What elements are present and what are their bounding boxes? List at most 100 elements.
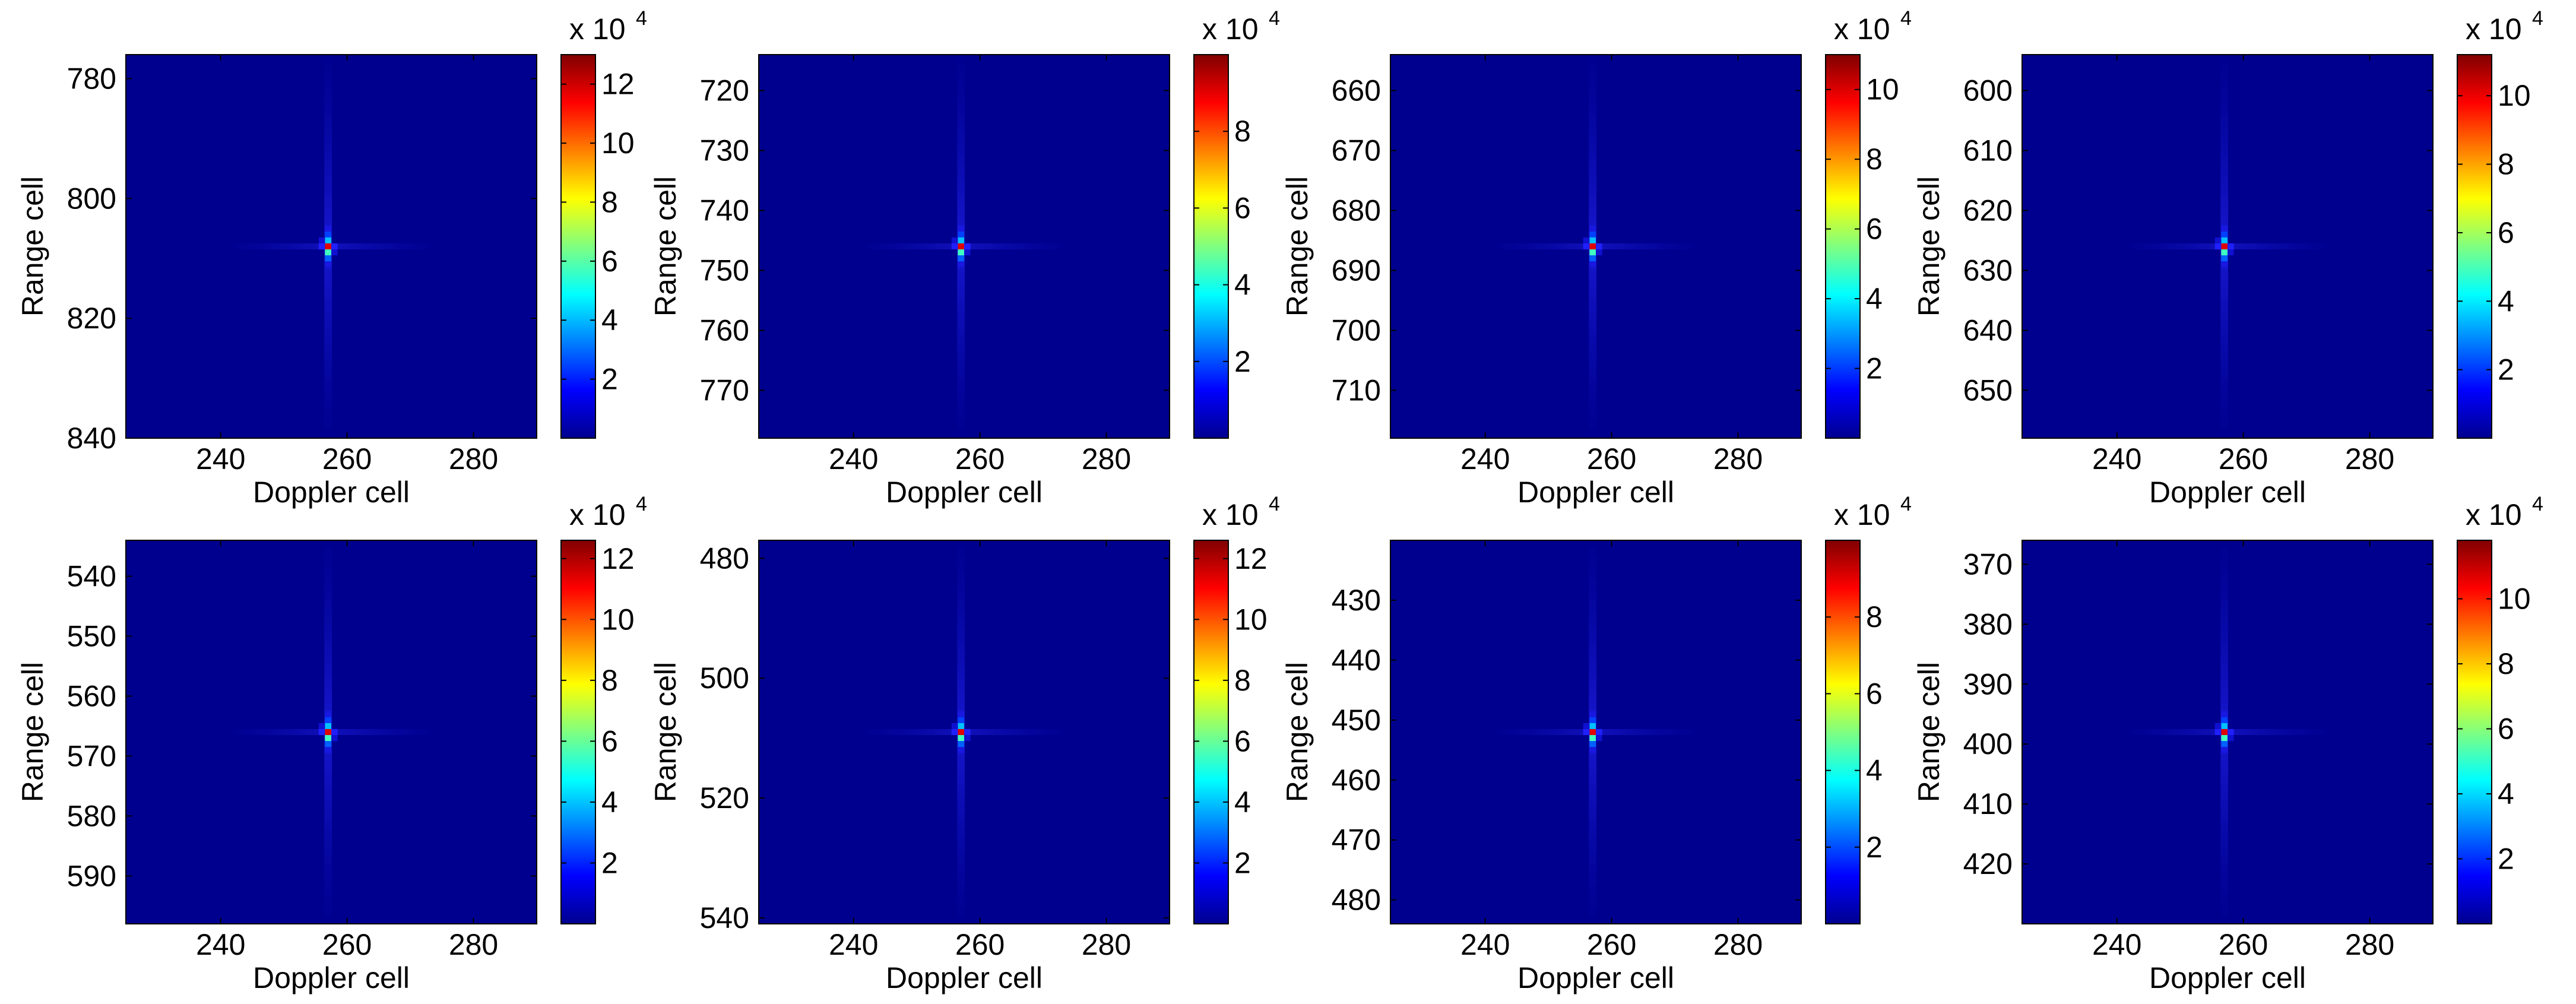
x-tick-label: 240 bbox=[829, 928, 878, 961]
peak-cell bbox=[1589, 747, 1596, 753]
peak-cell bbox=[1589, 741, 1596, 748]
plot-frame bbox=[758, 54, 1170, 439]
peak-cell bbox=[2214, 729, 2222, 736]
y-tick-label: 600 bbox=[1963, 74, 2013, 107]
colorbar-tick-label: 4 bbox=[1866, 282, 1883, 315]
peak-cell bbox=[325, 231, 331, 237]
peak-cell bbox=[325, 225, 331, 232]
x-axis-label: Doppler cell bbox=[1517, 961, 1674, 995]
x-tick-label: 280 bbox=[449, 442, 498, 476]
colorbar-tick-label: 6 bbox=[2498, 216, 2514, 249]
peak-cell bbox=[2221, 243, 2228, 250]
colorbar-tick-label: 10 bbox=[2498, 582, 2531, 616]
peak-cell bbox=[958, 729, 964, 736]
peak-cell bbox=[325, 723, 331, 729]
y-tick-label: 670 bbox=[1332, 134, 1381, 167]
x-tick-label: 240 bbox=[2092, 442, 2141, 476]
colorbar: 2 4 6 8 x 10 4 bbox=[1193, 7, 1280, 439]
heatmap-panel-1: 240 260 280 780 800 820 840 Doppler cell Range c… bbox=[16, 7, 647, 509]
peak-cell bbox=[1589, 261, 1596, 268]
colorbar-tick-label: 6 bbox=[601, 245, 618, 278]
heatmap-panel-2: 240 260 280 720 730 740 750 760 770 Doppler cell R… bbox=[649, 7, 1280, 509]
colorbar-tick-label: 6 bbox=[1234, 724, 1251, 758]
colorbar-gradient bbox=[1826, 540, 1860, 924]
peak-cell bbox=[2221, 225, 2228, 232]
heatmap-panel-7: 240 260 280 430 440 450 460 470 480 Doppler cell R… bbox=[1281, 493, 1912, 995]
plot-frame bbox=[2021, 54, 2434, 439]
colorbar-tick-label: 6 bbox=[1234, 191, 1251, 224]
colorbar-tick-label: 4 bbox=[601, 303, 618, 337]
y-tick-label: 650 bbox=[1963, 373, 2013, 407]
colorbar-tick-label: 8 bbox=[2498, 148, 2514, 181]
heatmap-panel-6: 240 260 280 480 500 520 540 Doppler cell Range c… bbox=[649, 493, 1280, 995]
peak-cell bbox=[2221, 747, 2228, 753]
colorbar: 2 4 6 8 x 10 4 bbox=[1825, 493, 1912, 924]
colorbar-frame bbox=[1825, 540, 1861, 924]
y-axis-label: Range cell bbox=[649, 662, 682, 802]
y-tick-label: 480 bbox=[1332, 883, 1381, 917]
colorbar-frame bbox=[560, 540, 596, 924]
peak-cell bbox=[1589, 231, 1596, 237]
y-tick-label: 640 bbox=[1963, 313, 2013, 347]
peak-cell bbox=[2221, 261, 2228, 268]
y-tick-label: 440 bbox=[1332, 644, 1381, 677]
colorbar-tick-label: 2 bbox=[1866, 352, 1883, 385]
peak-cell bbox=[318, 237, 325, 243]
peak-cell bbox=[325, 237, 331, 243]
colorbar-tick-label: 4 bbox=[1234, 786, 1251, 819]
peak-cell bbox=[2221, 711, 2228, 717]
y-tick-label: 630 bbox=[1963, 254, 2013, 287]
colorbar-gradient bbox=[2457, 55, 2492, 438]
peak-cell bbox=[964, 249, 971, 256]
peak-cell bbox=[2228, 735, 2234, 742]
colorbar-gradient bbox=[2457, 540, 2492, 924]
peak-cell bbox=[2221, 249, 2228, 256]
y-tick-label: 400 bbox=[1963, 727, 2013, 761]
colorbar-exponent: 4 bbox=[1900, 493, 1912, 515]
peak-cell bbox=[964, 729, 971, 736]
y-tick-label: 570 bbox=[67, 739, 116, 772]
colorbar-tick-label: 2 bbox=[1234, 846, 1251, 879]
colorbar-tick-label: 4 bbox=[2498, 284, 2514, 318]
x-tick-label: 280 bbox=[1082, 442, 1131, 476]
y-tick-label: 390 bbox=[1963, 667, 2013, 701]
colorbar-exponent: 4 bbox=[2532, 493, 2543, 515]
peak-cell bbox=[1596, 735, 1602, 742]
colorbar-exponent-label: x 10 bbox=[2466, 498, 2522, 531]
peak-cell bbox=[1589, 717, 1596, 723]
peak-cell bbox=[1583, 243, 1590, 250]
peak-cell bbox=[1589, 723, 1596, 729]
y-tick-label: 770 bbox=[700, 373, 749, 407]
y-tick-label: 680 bbox=[1332, 194, 1381, 227]
peak-cell bbox=[2228, 729, 2234, 736]
x-tick-label: 240 bbox=[2092, 928, 2141, 961]
x-axis-label: Doppler cell bbox=[1517, 476, 1674, 509]
peak-cell bbox=[1583, 729, 1590, 736]
colorbar: 2 4 6 8 10 x 10 4 bbox=[1825, 7, 1912, 439]
peak-cell bbox=[951, 243, 958, 250]
colorbar-exponent: 4 bbox=[636, 493, 647, 515]
y-axis-label: Range cell bbox=[1912, 176, 1946, 316]
x-tick-label: 280 bbox=[2345, 442, 2394, 476]
y-tick-label: 540 bbox=[67, 560, 116, 593]
peak-cell bbox=[2221, 741, 2228, 748]
colorbar-tick-label: 8 bbox=[1866, 600, 1883, 634]
y-tick-label: 690 bbox=[1332, 254, 1381, 287]
colorbar-exponent: 4 bbox=[1269, 7, 1280, 30]
colorbar-tick-label: 10 bbox=[601, 603, 635, 636]
y-tick-label: 580 bbox=[67, 799, 116, 832]
peak-cell bbox=[325, 243, 331, 250]
colorbar-gradient bbox=[561, 540, 595, 924]
peak-cell bbox=[958, 717, 964, 723]
heatmap-panel-5: 240 260 280 540 550 560 570 580 590 Doppler cell R… bbox=[16, 493, 647, 995]
y-tick-label: 380 bbox=[1963, 607, 2013, 641]
peak-cell bbox=[958, 237, 964, 243]
peak-cell bbox=[1583, 237, 1590, 243]
colorbar-exponent-label: x 10 bbox=[1202, 498, 1259, 531]
peak-cell bbox=[2214, 723, 2222, 729]
peak-cell bbox=[325, 261, 331, 268]
x-axis-label: Doppler cell bbox=[2149, 476, 2306, 509]
y-tick-label: 480 bbox=[700, 541, 749, 575]
y-tick-label: 720 bbox=[700, 74, 749, 107]
